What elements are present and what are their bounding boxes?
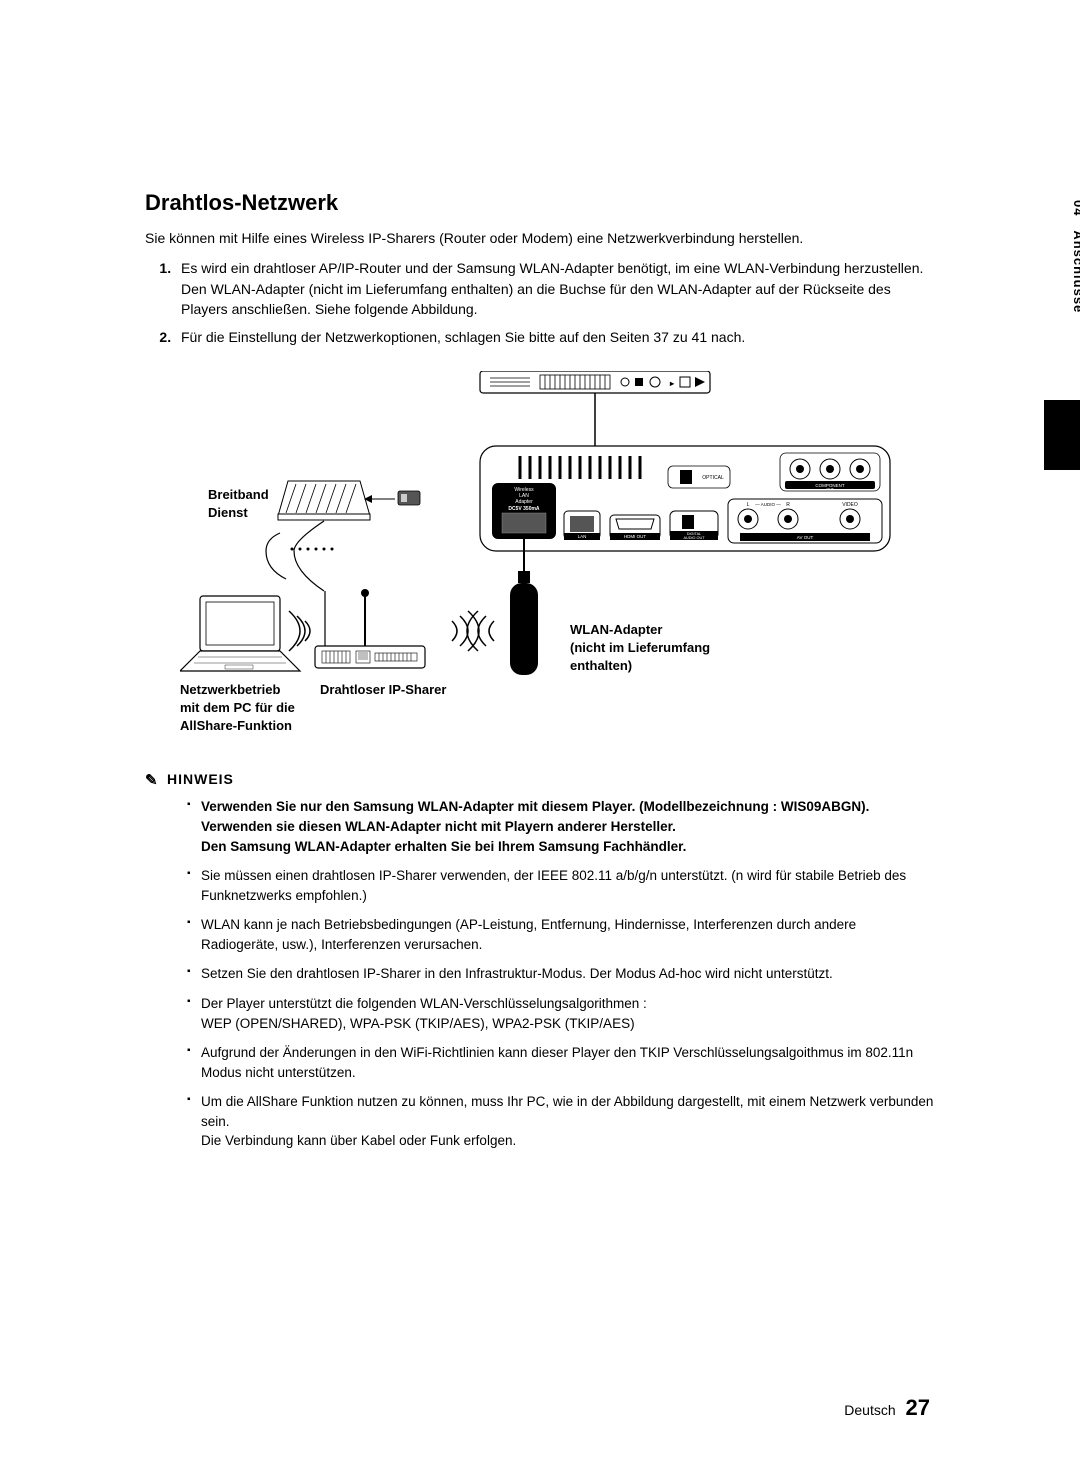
svg-text:— AUDIO —: — AUDIO — (755, 502, 781, 507)
svg-text:DC5V 350mA: DC5V 350mA (508, 506, 540, 512)
svg-text:OUT: OUT (826, 488, 834, 492)
note-item: Der Player unterstützt die folgenden WLA… (187, 994, 935, 1033)
intro-text: Sie können mit Hilfe eines Wireless IP-S… (145, 228, 935, 248)
note-item: Setzen Sie den drahtlosen IP-Sharer in d… (187, 964, 935, 984)
note-item: Sie müssen einen drahtlosen IP-Sharer ve… (187, 866, 935, 905)
svg-text:▸: ▸ (669, 379, 675, 388)
hinweis-heading-text: HINWEIS (167, 771, 234, 787)
svg-text:VIDEO: VIDEO (842, 502, 858, 508)
note-item: WLAN kann je nach Betriebsbedingungen (A… (187, 915, 935, 954)
side-tab-marker (1044, 400, 1080, 470)
router-label: Drahtloser IP-Sharer (320, 681, 446, 699)
chapter-number: 04 (1071, 200, 1080, 216)
svg-text:HDMI OUT: HDMI OUT (624, 534, 646, 539)
pc-note-label: Netzwerkbetrieb mit dem PC für die AllSh… (180, 681, 295, 734)
note-item: Um die AllShare Funktion nutzen zu könne… (187, 1092, 935, 1151)
footer-page-number: 27 (906, 1395, 930, 1420)
svg-text:Adapter: Adapter (515, 499, 533, 505)
note-icon: ✎ (145, 771, 161, 787)
footer-lang: Deutsch (844, 1402, 895, 1418)
hinweis-list: Verwenden Sie nur den Samsung WLAN-Adapt… (145, 797, 935, 1150)
svg-text:OPTICAL: OPTICAL (702, 475, 724, 481)
note-item: Aufgrund der Änderungen in den WiFi-Rich… (187, 1043, 935, 1082)
note-item: Verwenden Sie nur den Samsung WLAN-Adapt… (187, 797, 935, 856)
section-name: Anschlüsse (1071, 230, 1080, 313)
step-2: Für die Einstellung der Netzwerkoptionen… (175, 327, 935, 347)
side-chapter-label: 04 Anschlüsse (1071, 200, 1080, 313)
svg-text:L: L (747, 502, 750, 508)
hinweis-block: ✎ HINWEIS Verwenden Sie nur den Samsung … (145, 771, 935, 1150)
page-content: Drahtlos-Netzwerk Sie können mit Hilfe e… (145, 190, 935, 1161)
hinweis-heading: ✎ HINWEIS (145, 771, 935, 787)
svg-text:R: R (786, 502, 790, 508)
svg-text:AUDIO OUT: AUDIO OUT (683, 536, 705, 540)
steps-list: Es wird ein drahtloser AP/IP-Router und … (145, 258, 935, 347)
svg-text:LAN: LAN (578, 534, 587, 539)
adapter-note-label: WLAN-Adapter (nicht im Lieferumfang enth… (570, 621, 710, 674)
step-1: Es wird ein drahtloser AP/IP-Router und … (175, 258, 935, 319)
page-footer: Deutsch 27 (844, 1395, 930, 1421)
svg-text:AV OUT: AV OUT (797, 535, 814, 540)
broadband-label: Breitband Dienst (208, 486, 269, 521)
network-diagram: ▸ (180, 371, 900, 741)
page-title: Drahtlos-Netzwerk (145, 190, 935, 216)
